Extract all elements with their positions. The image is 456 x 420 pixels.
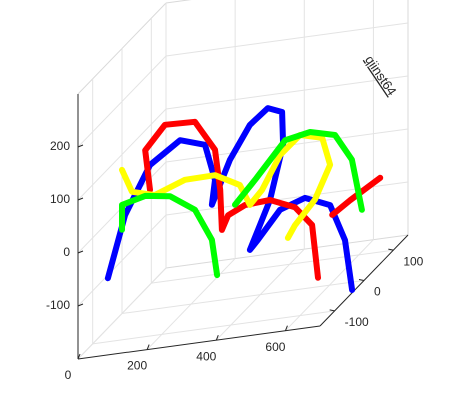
x-tick-label: 200 [127, 359, 147, 373]
z-tick-label: 200 [50, 139, 70, 153]
tick-mark [77, 197, 84, 201]
grid-line [165, 75, 409, 110]
grid-line [165, 22, 409, 57]
tick-mark [358, 279, 365, 281]
grid-line [151, 249, 394, 284]
tick-mark [146, 344, 150, 350]
z-tick-label: -100 [46, 298, 70, 312]
curve [104, 105, 356, 293]
grid-line [92, 310, 335, 345]
tick-mark [77, 250, 84, 254]
curve [119, 132, 334, 241]
x-axis [77, 325, 321, 360]
x-tick-label: 600 [265, 340, 285, 354]
curve [142, 118, 384, 281]
tick-mark [284, 325, 288, 331]
x-tick-label: 400 [196, 349, 216, 363]
tick-mark [388, 248, 394, 251]
y-tick-label: 0 [374, 285, 381, 299]
tick-mark [77, 303, 84, 307]
tick-mark [77, 353, 81, 360]
curve [119, 129, 365, 279]
z-tick-label: 100 [50, 192, 70, 206]
tick-mark [77, 144, 84, 148]
tick-mark [215, 334, 219, 341]
y-tick-label: 100 [403, 254, 423, 268]
grid-line [121, 280, 365, 314]
z-tick-label: 0 [63, 245, 70, 259]
box-edge [165, 0, 192, 4]
x-tick-label: 0 [65, 368, 72, 382]
box-edge [165, 234, 409, 269]
y-tick-label: -100 [345, 315, 369, 329]
annotation: qiinst64 [362, 53, 399, 99]
tick-mark [329, 309, 335, 312]
